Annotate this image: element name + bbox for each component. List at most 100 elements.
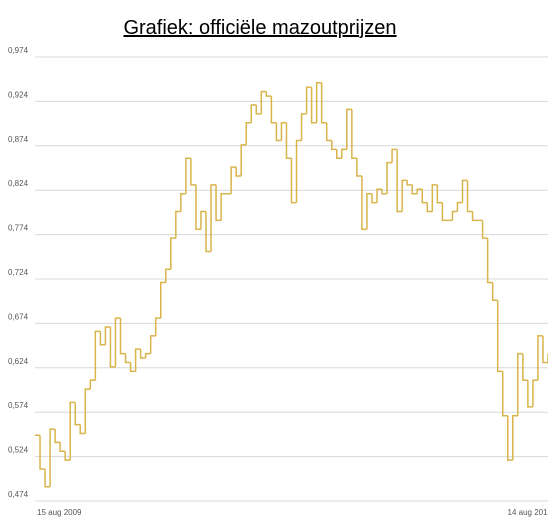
line-step: [64, 451, 71, 461]
x-tick-label: 15 aug 2009: [37, 508, 82, 517]
line-step: [109, 326, 116, 368]
line-step: [200, 210, 206, 230]
line-step: [411, 184, 418, 195]
line-step: [270, 96, 277, 124]
line-step: [305, 86, 312, 114]
line-step: [320, 82, 327, 124]
line-step: [486, 238, 493, 284]
line-step: [124, 353, 131, 364]
line-step: [44, 469, 51, 488]
line-step: [154, 317, 161, 336]
line-step: [416, 188, 423, 194]
line-step: [310, 87, 317, 124]
line-step: [99, 331, 106, 346]
line-step: [74, 402, 81, 426]
line-step: [381, 189, 388, 195]
line-step: [376, 188, 383, 203]
line-step: [190, 158, 196, 186]
line-step: [436, 184, 443, 204]
line-step: [512, 415, 518, 461]
y-tick-label: 0,624: [8, 357, 29, 366]
line-step: [431, 184, 438, 212]
line-step: [471, 211, 478, 222]
line-step: [129, 362, 136, 373]
line-step: [119, 318, 126, 355]
line-step: [315, 82, 322, 123]
line-step: [481, 220, 488, 239]
line-step: [295, 139, 302, 203]
line-step: [285, 122, 292, 159]
y-tick-label: 0,824: [8, 179, 29, 188]
line-step: [255, 104, 262, 115]
line-step: [250, 104, 257, 123]
line-step: [84, 388, 91, 434]
line-step: [220, 193, 227, 221]
line-step: [527, 380, 533, 408]
line-step: [275, 122, 282, 142]
line-step: [361, 175, 367, 231]
y-tick-label: 0,674: [8, 312, 29, 321]
line-step: [104, 326, 111, 345]
line-step: [356, 158, 362, 177]
line-step: [346, 108, 352, 150]
line-step: [491, 282, 498, 302]
line-step: [59, 442, 66, 453]
line-step: [366, 193, 372, 230]
line-step: [522, 353, 528, 381]
y-tick-label: 0,524: [8, 446, 29, 455]
y-tick-label: 0,774: [8, 224, 29, 233]
line-step: [371, 193, 377, 204]
line-step: [144, 352, 151, 359]
line-step: [351, 109, 357, 159]
line-step: [396, 149, 403, 213]
line-step: [426, 202, 433, 213]
line-step: [507, 415, 513, 461]
line-step: [260, 90, 267, 114]
line-step: [336, 149, 342, 159]
line-step: [79, 424, 86, 435]
line-step: [401, 179, 408, 212]
line-step: [240, 144, 247, 176]
line-step: [114, 317, 121, 367]
line-step: [39, 435, 46, 470]
line-step: [456, 201, 463, 212]
line-step: [159, 281, 166, 319]
line-step: [165, 268, 171, 283]
line-step: [451, 210, 458, 221]
line-step: [94, 330, 101, 381]
y-tick-label: 0,974: [8, 46, 29, 55]
y-tick-label: 0,724: [8, 268, 29, 277]
line-step: [466, 180, 473, 213]
line-step: [406, 180, 413, 186]
line-step: [170, 237, 176, 270]
line-step: [290, 158, 297, 204]
line-step: [441, 202, 448, 222]
line-step: [235, 167, 242, 177]
line-step: [195, 184, 201, 231]
line-step: [139, 349, 146, 359]
line-step: [341, 148, 347, 159]
line-step: [265, 91, 272, 97]
line-step: [149, 335, 156, 354]
line-step: [230, 166, 237, 194]
y-tick-label: 0,574: [8, 401, 29, 410]
chart-title: Grafiek: officiële mazoutprijzen: [123, 17, 396, 39]
line-step: [532, 379, 538, 407]
line-step: [461, 179, 468, 203]
line-step: [185, 157, 191, 194]
y-tick-label: 0,924: [8, 90, 29, 99]
line-step: [180, 193, 186, 212]
line-step: [215, 184, 222, 222]
line-step: [134, 348, 141, 372]
line-step: [496, 300, 503, 373]
line-step: [421, 189, 428, 204]
line-step: [49, 428, 56, 487]
line-step: [205, 211, 212, 253]
line-step: [537, 335, 543, 381]
line-step: [391, 148, 398, 163]
line-step: [501, 371, 508, 417]
line-step: [89, 379, 96, 390]
line-step: [300, 113, 307, 141]
line-step: [386, 161, 393, 194]
